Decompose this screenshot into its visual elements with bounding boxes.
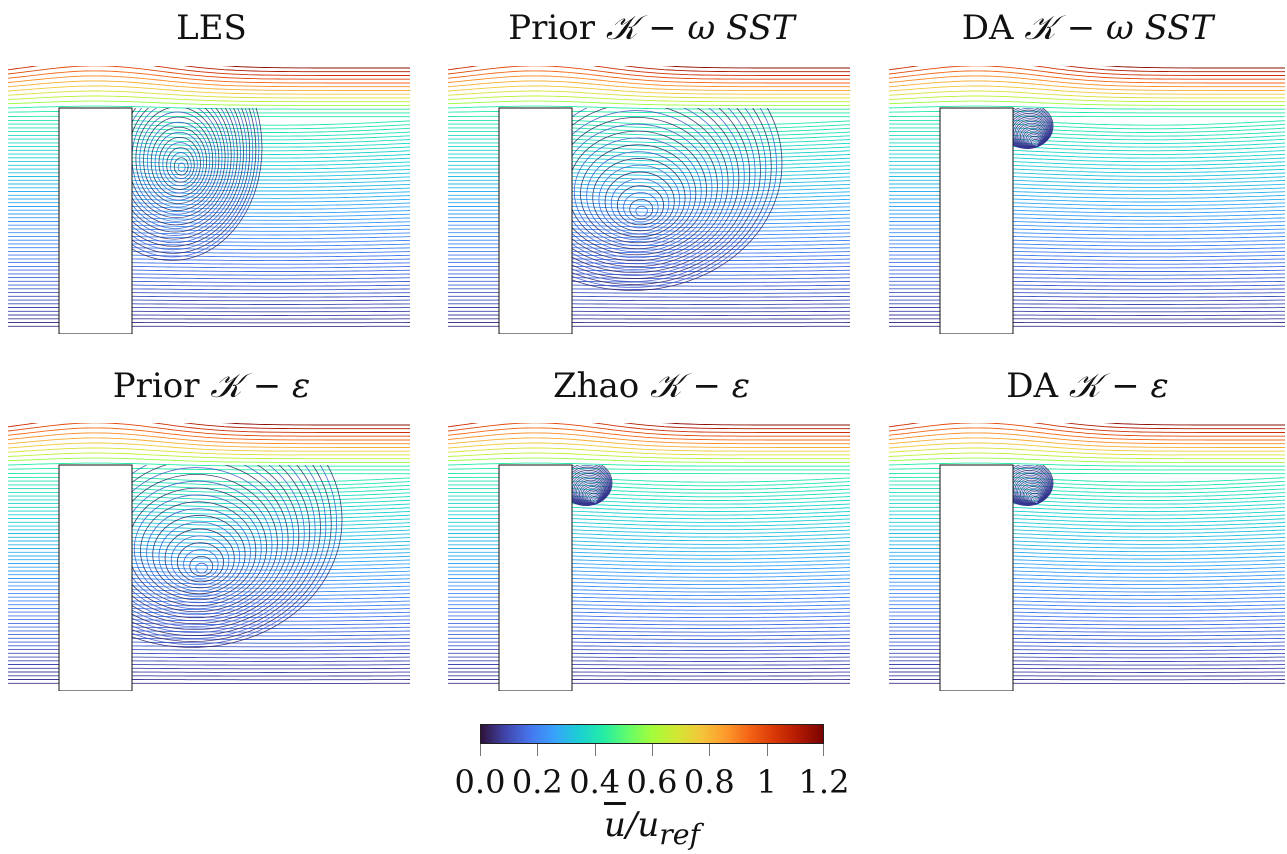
streamline <box>8 81 410 91</box>
streamline <box>448 438 850 448</box>
streamline <box>889 96 1285 102</box>
streamline-field <box>889 423 1286 691</box>
streamline <box>8 76 410 87</box>
building <box>59 108 132 334</box>
colorbar-tick <box>480 744 481 756</box>
streamline <box>889 453 1285 459</box>
streamline <box>889 438 1285 448</box>
panel-title: DA 𝒦 − ε <box>889 366 1286 406</box>
streamline <box>889 433 1285 444</box>
colorbar-tick-label: 1 <box>756 764 776 800</box>
colorbar-tick-label: 0.8 <box>684 764 735 800</box>
streamline-field <box>8 66 415 334</box>
colorbar-tick-label: 0.6 <box>627 764 678 800</box>
colorbar-ticks <box>480 744 824 758</box>
panel-title: Zhao 𝒦 − ε <box>448 366 855 406</box>
colorbar-label: u/uref <box>480 806 824 854</box>
streamline <box>448 433 850 444</box>
streamline-field <box>448 66 855 334</box>
panel-title: LES <box>8 8 415 48</box>
colorbar-tick <box>767 744 768 756</box>
streamline-field <box>889 66 1286 334</box>
colorbar-tick <box>823 744 824 756</box>
colorbar-tick-label: 0.4 <box>569 764 620 800</box>
building <box>940 465 1013 691</box>
streamline-field <box>448 423 855 691</box>
colorbar <box>480 724 824 744</box>
panel-title: Prior 𝒦 − ε <box>8 366 415 406</box>
streamline <box>448 81 850 91</box>
streamline-field <box>8 423 415 691</box>
streamline <box>8 433 410 444</box>
panel-title: DA 𝒦 − ω SST <box>889 8 1286 48</box>
colorbar-tick <box>709 744 710 756</box>
panel-title: Prior 𝒦 − ω SST <box>448 8 855 48</box>
building <box>59 465 132 691</box>
colorbar-tick <box>652 744 653 756</box>
streamline <box>889 76 1285 87</box>
building <box>940 108 1013 334</box>
streamline <box>448 76 850 87</box>
colorbar-tick-label: 1.2 <box>799 764 850 800</box>
building <box>499 465 572 691</box>
streamline <box>8 438 410 448</box>
streamline <box>889 81 1285 91</box>
building <box>499 108 572 334</box>
colorbar-tick <box>595 744 596 756</box>
colorbar-tick <box>537 744 538 756</box>
colorbar-tick-label: 0.2 <box>512 764 563 800</box>
colorbar-tick-label: 0.0 <box>455 764 506 800</box>
